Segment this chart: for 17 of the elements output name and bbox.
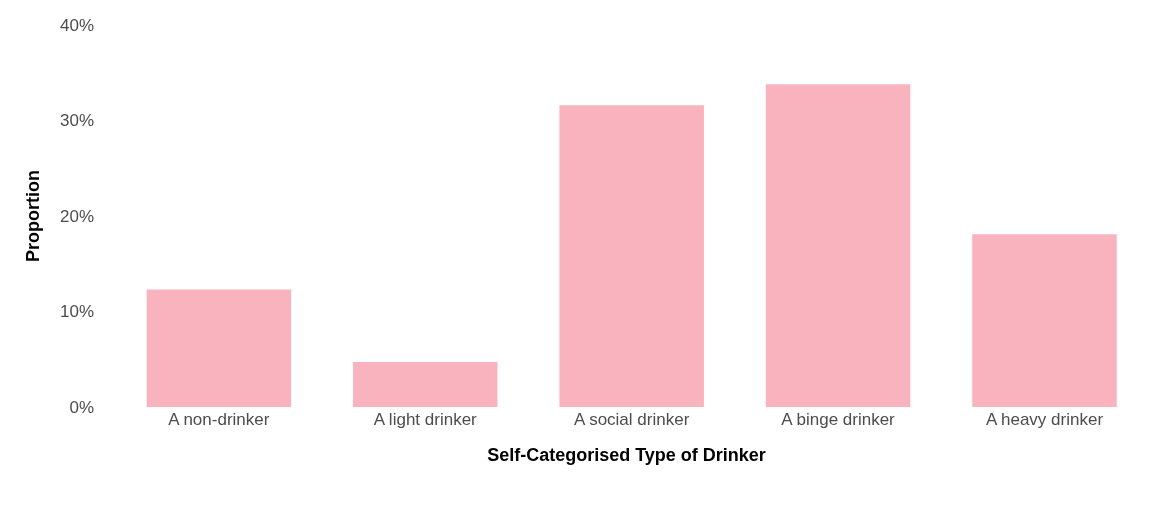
y-tick-label: 10% <box>59 302 94 322</box>
bar <box>559 105 704 407</box>
bar <box>353 362 498 407</box>
x-tick-label: A heavy drinker <box>985 410 1104 429</box>
x-tick-label: A social drinker <box>574 410 690 429</box>
x-axis-title: Self-Categorised Type of Drinker <box>487 445 766 466</box>
x-tick-label: A light drinker <box>373 410 478 429</box>
bar <box>146 289 292 407</box>
y-axis-title: Proportion <box>23 170 44 262</box>
y-tick-label: 30% <box>59 111 94 131</box>
x-tick-label: A non-drinker <box>168 410 270 429</box>
y-tick-label: 40% <box>59 15 94 35</box>
y-tick-label: 0% <box>69 397 94 417</box>
bar <box>972 234 1117 407</box>
x-tick-label: A binge drinker <box>781 410 896 429</box>
bar <box>765 84 911 407</box>
y-tick-label: 20% <box>59 206 94 226</box>
